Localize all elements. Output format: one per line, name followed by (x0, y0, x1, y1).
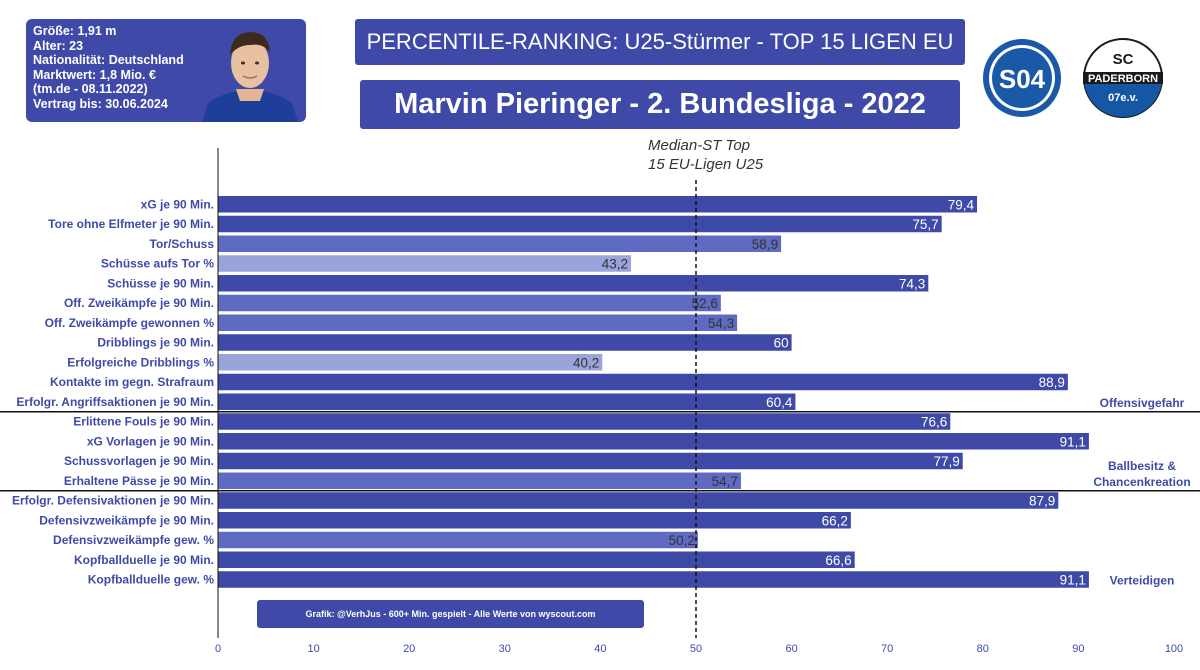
category-label: Schüsse je 90 Min. (107, 276, 214, 290)
category-label: Kopfballduelle je 90 Min. (74, 553, 214, 567)
x-tick-label: 100 (1165, 643, 1183, 655)
category-label: Tor/Schuss (150, 237, 215, 251)
value-label: 75,7 (912, 217, 938, 232)
bar (218, 235, 782, 252)
category-label: Schüsse aufs Tor % (101, 257, 214, 271)
info-nationality: Nationalität: Deutschland (33, 53, 184, 68)
category-label: Off. Zweikämpfe je 90 Min. (64, 296, 214, 310)
info-age: Alter: 23 (33, 38, 84, 53)
bar (218, 275, 929, 292)
bar (218, 531, 698, 549)
bar (218, 492, 1059, 509)
info-height: Größe: 1,91 m (33, 24, 117, 38)
category-label: xG Vorlagen je 90 Min. (87, 434, 214, 448)
bar (218, 215, 942, 233)
paderborn-logo-top: SC (1113, 51, 1134, 68)
value-label: 79,4 (948, 197, 975, 212)
value-label: 66,2 (822, 513, 848, 528)
x-tick-label: 80 (977, 643, 989, 655)
value-label: 76,6 (921, 415, 947, 430)
chart-subtitle: Marvin Pieringer - 2. Bundesliga - 2022 (360, 80, 960, 129)
value-label: 91,1 (1060, 573, 1086, 588)
bar (218, 354, 603, 371)
value-label: 54,7 (712, 474, 738, 489)
bar (218, 373, 1068, 391)
category-label: Tore ohne Elfmeter je 90 Min. (48, 217, 214, 231)
schalke-logo-text: S04 (999, 64, 1046, 94)
paderborn-logo-name: PADERBORN (1088, 73, 1158, 85)
section-label: Offensivgefahr (1100, 396, 1185, 410)
schalke-logo: S04 (983, 39, 1061, 117)
bar (218, 452, 963, 470)
bar (218, 196, 978, 213)
player-info-lines: Größe: 1,91 m Alter: 23 Nationalität: De… (33, 24, 184, 112)
value-label: 40,2 (573, 355, 599, 370)
x-tick-label: 0 (215, 643, 221, 655)
chart-title: PERCENTILE-RANKING: U25-Stürmer - TOP 15… (355, 19, 965, 65)
category-label: Erfolgr. Defensivaktionen je 90 Min. (12, 494, 214, 508)
info-source: (tm.de - 08.11.2022) (33, 82, 148, 97)
value-label: 60,4 (766, 395, 793, 410)
x-tick-label: 20 (403, 643, 415, 655)
category-label: Schussvorlagen je 90 Min. (64, 454, 214, 468)
bar (218, 255, 631, 272)
bar (218, 393, 796, 410)
value-label: 87,9 (1029, 494, 1055, 509)
x-tick-label: 90 (1072, 643, 1084, 655)
category-label: Erfolgreiche Dribblings % (67, 355, 214, 369)
bar (218, 294, 721, 312)
player-photo (202, 32, 298, 122)
bar (218, 314, 738, 331)
median-label: Median-ST Top (648, 137, 750, 154)
category-label: xG je 90 Min. (141, 197, 214, 211)
bar (218, 472, 741, 489)
bar (218, 433, 1089, 450)
category-label: Erlittene Fouls je 90 Min. (73, 415, 214, 429)
info-market-value: Marktwert: 1,8 Mio. € (33, 67, 156, 82)
bar (218, 334, 792, 351)
x-tick-label: 70 (881, 643, 893, 655)
section-label: Chancenkreation (1093, 475, 1190, 489)
section-label: Ballbesitz & (1108, 459, 1176, 473)
x-tick-label: 30 (499, 643, 511, 655)
bar (218, 512, 851, 529)
value-label: 91,1 (1060, 434, 1086, 449)
category-label: Defensivzweikämpfe je 90 Min. (39, 513, 214, 527)
value-label: 88,9 (1039, 375, 1065, 390)
section-label: Verteidigen (1110, 574, 1175, 588)
value-label: 50,2 (669, 533, 695, 548)
value-label: 58,9 (752, 237, 778, 252)
x-axis-ticks: 0 10 20 30 40 50 60 70 80 90 100 (215, 643, 1183, 655)
category-label: Dribblings je 90 Min. (97, 336, 214, 350)
value-label: 66,6 (825, 553, 851, 568)
value-label: 77,9 (933, 454, 959, 469)
bar (218, 571, 1089, 588)
category-label: Off. Zweikämpfe gewonnen % (45, 316, 215, 330)
info-contract: Vertrag bis: 30.06.2024 (33, 96, 168, 111)
bar (218, 551, 855, 568)
x-tick-label: 50 (690, 643, 702, 655)
x-tick-label: 10 (307, 643, 319, 655)
x-tick-label: 60 (785, 643, 797, 655)
category-label: Erfolgr. Angriffsaktionen je 90 Min. (16, 395, 214, 409)
player-info-box: Größe: 1,91 m Alter: 23 Nationalität: De… (26, 19, 306, 122)
category-label: Kopfballduelle gew. % (88, 573, 215, 587)
paderborn-logo: SC PADERBORN 07e.v. (1083, 38, 1163, 118)
median-label: 15 EU-Ligen U25 (648, 156, 764, 173)
credit-footer: Grafik: @VerhJus - 600+ Min. gespielt - … (257, 600, 644, 628)
value-label: 54,3 (708, 316, 734, 331)
bar (218, 413, 951, 430)
value-label: 43,2 (602, 257, 628, 272)
value-label: 74,3 (899, 276, 925, 291)
x-tick-label: 40 (594, 643, 606, 655)
paderborn-logo-bottom: 07e.v. (1108, 92, 1138, 104)
value-label: 60 (774, 336, 789, 351)
bar-group: xG je 90 Min. 79,4 Tore ohne Elfmeter je 9… (12, 196, 1089, 588)
category-label: Kontakte im gegn. Strafraum (50, 375, 214, 389)
category-label: Defensivzweikämpfe gew. % (53, 533, 214, 547)
value-label: 52,6 (692, 296, 718, 311)
category-label: Erhaltene Pässe je 90 Min. (64, 474, 214, 488)
